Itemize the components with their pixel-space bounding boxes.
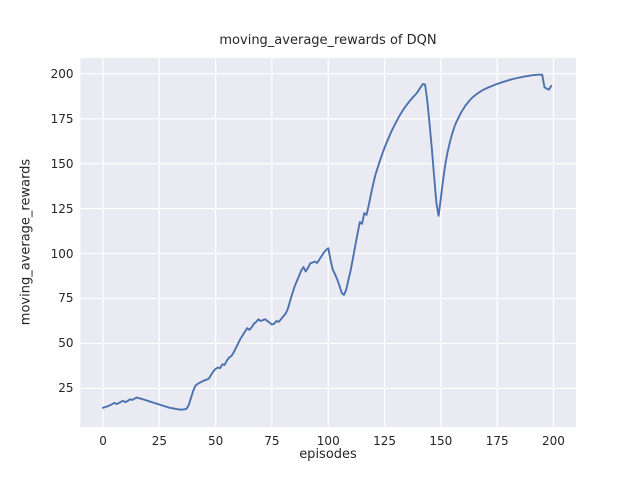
- y-axis-label: moving_average_rewards: [18, 158, 34, 326]
- y-tick-label: 25: [58, 381, 74, 396]
- x-axis-label: episodes: [299, 447, 357, 462]
- x-tick-label: 50: [207, 434, 224, 448]
- gridlines: [80, 58, 576, 427]
- y-tick-label: 150: [50, 156, 74, 171]
- x-tick-label: 100: [316, 434, 340, 448]
- x-tick-label: 175: [485, 434, 509, 448]
- y-tick-label: 100: [50, 246, 74, 261]
- y-tick-label: 50: [58, 336, 74, 351]
- x-tick-label: 200: [542, 434, 565, 448]
- y-tick-label: 75: [58, 291, 74, 306]
- x-tick-label: 150: [429, 434, 453, 448]
- y-tick-label: 125: [50, 201, 74, 216]
- x-tick-label: 125: [373, 434, 396, 448]
- y-tick-label: 200: [50, 66, 74, 81]
- x-tick-label: 0: [99, 434, 107, 448]
- dqn-rewards-line: [102, 73, 553, 411]
- chart-title: moving_average_rewards of DQN: [219, 33, 437, 48]
- x-tick-label: 75: [264, 434, 280, 448]
- y-tick-label: 175: [50, 111, 74, 126]
- x-tick-label: 25: [151, 434, 167, 448]
